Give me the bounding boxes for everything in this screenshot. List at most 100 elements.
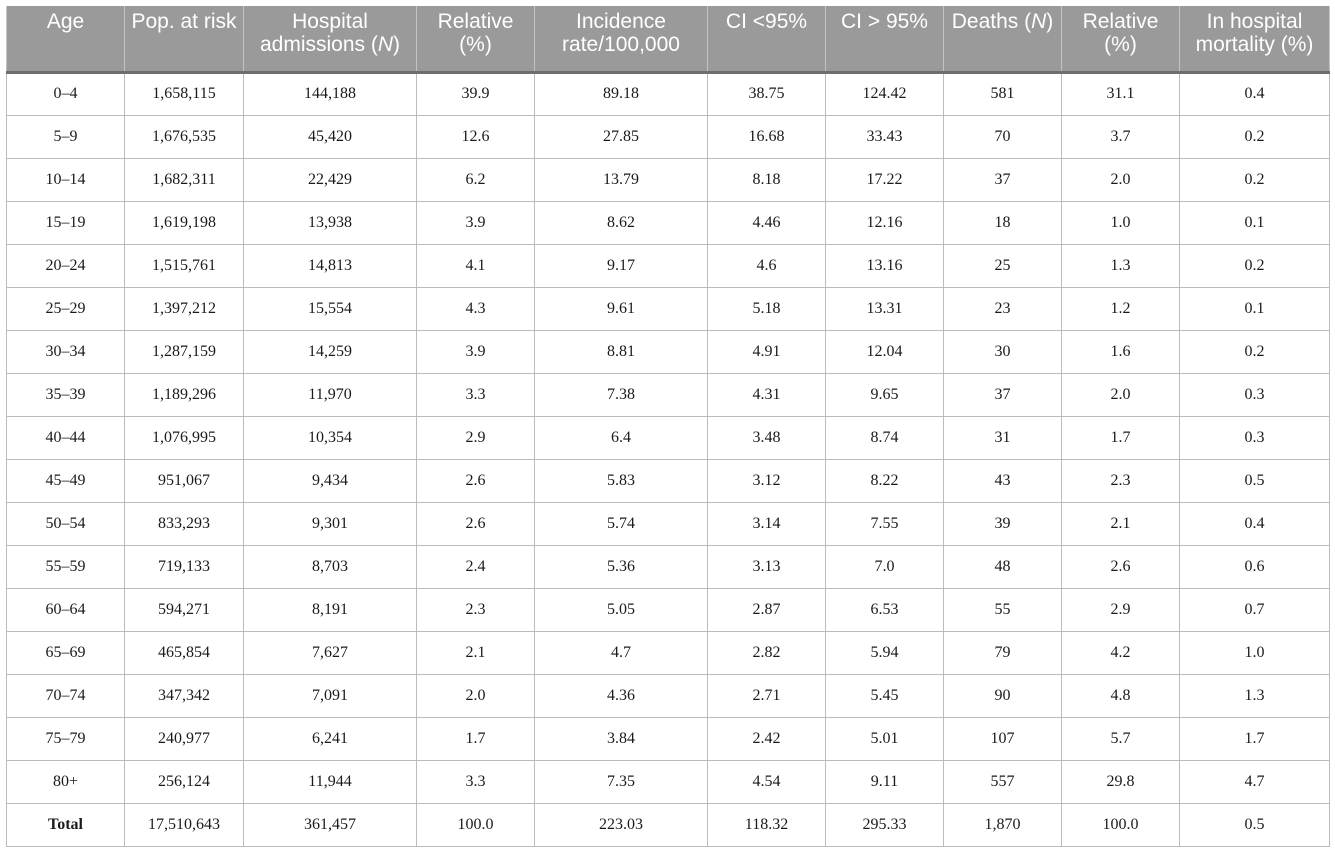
- data-table: Age Pop. at risk Hospital admissions (N) Re…: [6, 6, 1330, 847]
- relative-admissions-cell: 4.1: [416, 243, 535, 288]
- deaths-cell: 581: [943, 71, 1062, 116]
- pop-cell: 1,076,995: [124, 415, 244, 460]
- age-cell: 20–24: [6, 243, 125, 288]
- pop-cell: 465,854: [124, 630, 244, 675]
- total-relative-admissions-cell: 100.0: [416, 802, 535, 847]
- relative-admissions-cell: 2.6: [416, 458, 535, 503]
- admissions-cell: 45,420: [243, 114, 417, 159]
- relative-deaths-cell: 1.6: [1061, 329, 1180, 374]
- incidence-cell: 8.62: [534, 200, 708, 245]
- incidence-cell: 89.18: [534, 71, 708, 116]
- admissions-cell: 11,944: [243, 759, 417, 804]
- relative-admissions-cell: 2.1: [416, 630, 535, 675]
- relative-deaths-cell: 29.8: [1061, 759, 1180, 804]
- age-cell: 15–19: [6, 200, 125, 245]
- mortality-cell: 0.1: [1179, 286, 1330, 331]
- relative-admissions-cell: 4.3: [416, 286, 535, 331]
- age-cell: 55–59: [6, 544, 125, 589]
- total-incidence-cell: 223.03: [534, 802, 708, 847]
- mortality-cell: 0.5: [1179, 458, 1330, 503]
- ci-upper-cell: 12.16: [825, 200, 944, 245]
- table-row: 0–4 1,658,115 144,188 39.9 89.18 38.75 124.42 5…: [6, 71, 1330, 116]
- relative-admissions-cell: 3.9: [416, 329, 535, 374]
- deaths-cell: 70: [943, 114, 1062, 159]
- header-relative-deaths: Relative (%): [1061, 6, 1180, 74]
- admissions-cell: 15,554: [243, 286, 417, 331]
- incidence-cell: 9.17: [534, 243, 708, 288]
- table-row: 15–19 1,619,198 13,938 3.9 8.62 4.46 12.16 18 1.…: [6, 200, 1330, 245]
- ci-upper-cell: 8.22: [825, 458, 944, 503]
- deaths-cell: 18: [943, 200, 1062, 245]
- mortality-cell: 4.7: [1179, 759, 1330, 804]
- pop-cell: 833,293: [124, 501, 244, 546]
- admissions-cell: 14,259: [243, 329, 417, 374]
- age-cell: 45–49: [6, 458, 125, 503]
- age-cell: 30–34: [6, 329, 125, 374]
- deaths-cell: 90: [943, 673, 1062, 718]
- admissions-cell: 8,703: [243, 544, 417, 589]
- table-row: 80+ 256,124 11,944 3.3 7.35 4.54 9.11 557 29.8 4.…: [6, 759, 1330, 804]
- ci-upper-cell: 5.01: [825, 716, 944, 761]
- incidence-cell: 4.36: [534, 673, 708, 718]
- relative-admissions-cell: 2.6: [416, 501, 535, 546]
- header-pop-at-risk: Pop. at risk: [124, 6, 244, 74]
- header-ci-lower: CI <95%: [707, 6, 826, 74]
- ci-lower-cell: 4.91: [707, 329, 826, 374]
- relative-deaths-cell: 2.1: [1061, 501, 1180, 546]
- ci-lower-cell: 2.71: [707, 673, 826, 718]
- deaths-cell: 37: [943, 157, 1062, 202]
- relative-admissions-cell: 12.6: [416, 114, 535, 159]
- header-deaths: Deaths (N): [943, 6, 1062, 74]
- total-pop-cell: 17,510,643: [124, 802, 244, 847]
- relative-admissions-cell: 2.0: [416, 673, 535, 718]
- total-deaths-cell: 1,870: [943, 802, 1062, 847]
- incidence-cell: 9.61: [534, 286, 708, 331]
- age-cell: 50–54: [6, 501, 125, 546]
- table-row: 70–74 347,342 7,091 2.0 4.36 2.71 5.45 90 4.8 1.3: [6, 673, 1330, 718]
- incidence-cell: 4.7: [534, 630, 708, 675]
- ci-upper-cell: 7.0: [825, 544, 944, 589]
- header-row: Age Pop. at risk Hospital admissions (N) Re…: [6, 6, 1330, 74]
- ci-lower-cell: 16.68: [707, 114, 826, 159]
- ci-lower-cell: 3.12: [707, 458, 826, 503]
- ci-lower-cell: 4.54: [707, 759, 826, 804]
- deaths-cell: 31: [943, 415, 1062, 460]
- mortality-cell: 0.2: [1179, 329, 1330, 374]
- deaths-cell: 79: [943, 630, 1062, 675]
- relative-admissions-cell: 39.9: [416, 71, 535, 116]
- mortality-cell: 1.0: [1179, 630, 1330, 675]
- relative-admissions-cell: 2.3: [416, 587, 535, 632]
- table-row: 20–24 1,515,761 14,813 4.1 9.17 4.6 13.16 25 1.3…: [6, 243, 1330, 288]
- pop-cell: 240,977: [124, 716, 244, 761]
- age-cell: 60–64: [6, 587, 125, 632]
- admissions-cell: 22,429: [243, 157, 417, 202]
- admissions-cell: 13,938: [243, 200, 417, 245]
- mortality-cell: 0.7: [1179, 587, 1330, 632]
- table-header: Age Pop. at risk Hospital admissions (N) Re…: [6, 6, 1330, 74]
- deaths-cell: 23: [943, 286, 1062, 331]
- total-admissions-cell: 361,457: [243, 802, 417, 847]
- relative-deaths-cell: 3.7: [1061, 114, 1180, 159]
- admissions-cell: 144,188: [243, 71, 417, 116]
- table-row: 5–9 1,676,535 45,420 12.6 27.85 16.68 33.43 70 3…: [6, 114, 1330, 159]
- total-relative-deaths-cell: 100.0: [1061, 802, 1180, 847]
- deaths-cell: 25: [943, 243, 1062, 288]
- pop-cell: 1,619,198: [124, 200, 244, 245]
- total-mortality-cell: 0.5: [1179, 802, 1330, 847]
- mortality-cell: 1.7: [1179, 716, 1330, 761]
- relative-admissions-cell: 3.9: [416, 200, 535, 245]
- total-ci-upper-cell: 295.33: [825, 802, 944, 847]
- ci-lower-cell: 2.42: [707, 716, 826, 761]
- incidence-cell: 13.79: [534, 157, 708, 202]
- mortality-cell: 0.4: [1179, 71, 1330, 116]
- relative-admissions-cell: 2.4: [416, 544, 535, 589]
- deaths-cell: 55: [943, 587, 1062, 632]
- pop-cell: 951,067: [124, 458, 244, 503]
- ci-upper-cell: 8.74: [825, 415, 944, 460]
- pop-cell: 1,658,115: [124, 71, 244, 116]
- ci-upper-cell: 9.65: [825, 372, 944, 417]
- incidence-cell: 5.36: [534, 544, 708, 589]
- table-row: 50–54 833,293 9,301 2.6 5.74 3.14 7.55 39 2.1 0.4: [6, 501, 1330, 546]
- incidence-cell: 5.83: [534, 458, 708, 503]
- pop-cell: 1,682,311: [124, 157, 244, 202]
